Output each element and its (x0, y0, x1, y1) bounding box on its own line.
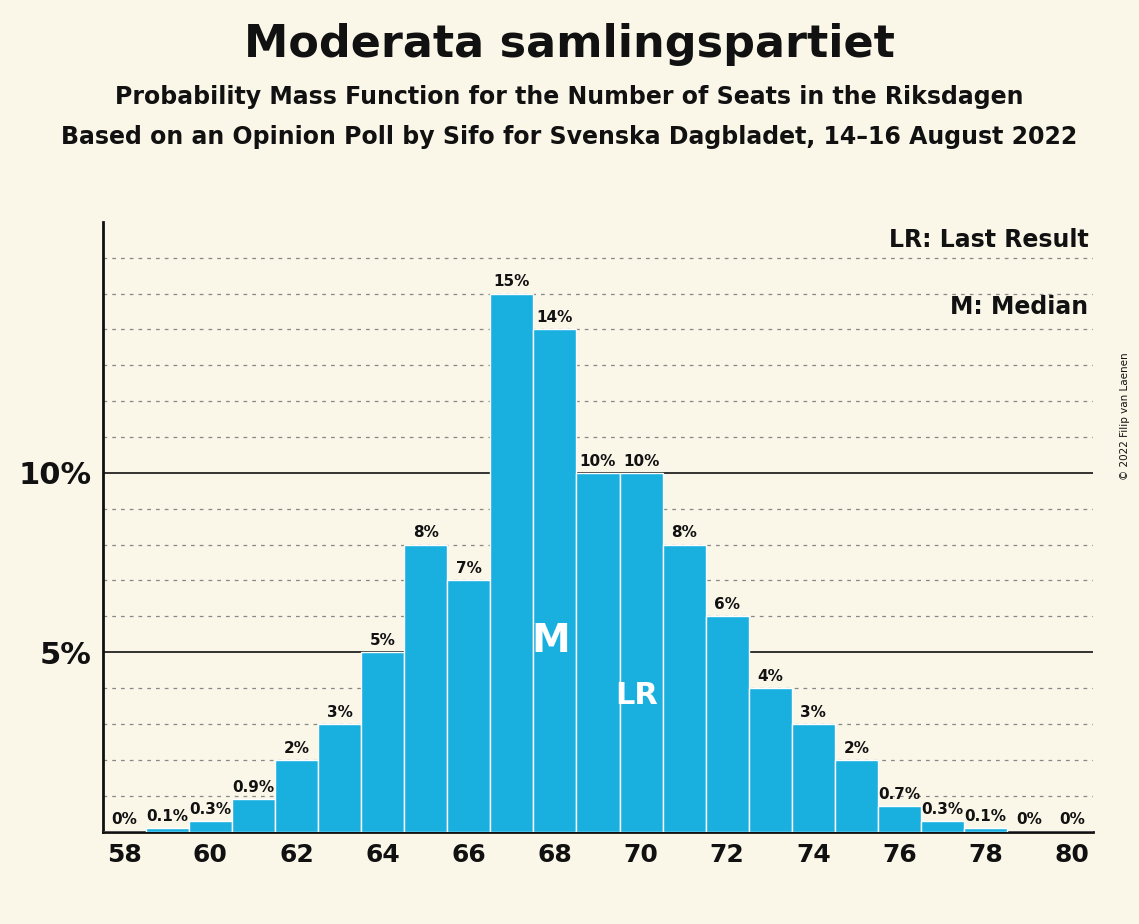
Text: 10%: 10% (580, 454, 616, 468)
Text: 15%: 15% (493, 274, 530, 289)
Bar (576, 473, 620, 832)
Text: 8%: 8% (671, 526, 697, 541)
Text: 0.3%: 0.3% (189, 801, 231, 817)
Text: M: Median: M: Median (950, 295, 1089, 319)
Text: 0.1%: 0.1% (965, 808, 1007, 823)
Bar (533, 329, 576, 832)
Text: 8%: 8% (412, 526, 439, 541)
Text: 0.7%: 0.7% (878, 787, 920, 802)
Text: 0%: 0% (1016, 812, 1042, 827)
Text: 0%: 0% (112, 812, 137, 827)
Bar (965, 828, 1007, 832)
Text: 2%: 2% (844, 740, 869, 756)
Bar (318, 724, 361, 832)
Bar (404, 544, 448, 832)
Text: 10%: 10% (623, 454, 659, 468)
Text: 0.3%: 0.3% (921, 801, 964, 817)
Text: 0.9%: 0.9% (232, 780, 274, 795)
Text: 7%: 7% (456, 561, 482, 577)
Bar (189, 821, 231, 832)
Text: M: M (531, 622, 570, 660)
Text: 5%: 5% (370, 633, 395, 648)
Bar (835, 760, 878, 832)
Bar (490, 294, 533, 832)
Text: 4%: 4% (757, 669, 784, 684)
Text: 3%: 3% (327, 705, 352, 720)
Bar (448, 580, 490, 832)
Bar (748, 688, 792, 832)
Bar (878, 807, 921, 832)
Text: LR: LR (615, 681, 658, 710)
Text: LR: Last Result: LR: Last Result (888, 228, 1089, 252)
Bar (792, 724, 835, 832)
Bar (921, 821, 965, 832)
Text: Based on an Opinion Poll by Sifo for Svenska Dagbladet, 14–16 August 2022: Based on an Opinion Poll by Sifo for Sve… (62, 125, 1077, 149)
Text: 0%: 0% (1059, 812, 1084, 827)
Bar (620, 473, 663, 832)
Bar (663, 544, 706, 832)
Text: 0.1%: 0.1% (146, 808, 188, 823)
Bar (274, 760, 318, 832)
Text: Moderata samlingspartiet: Moderata samlingspartiet (244, 23, 895, 67)
Text: © 2022 Filip van Laenen: © 2022 Filip van Laenen (1120, 352, 1130, 480)
Bar (361, 652, 404, 832)
Bar (706, 616, 748, 832)
Bar (231, 799, 274, 832)
Text: Probability Mass Function for the Number of Seats in the Riksdagen: Probability Mass Function for the Number… (115, 85, 1024, 109)
Text: 2%: 2% (284, 740, 310, 756)
Text: 3%: 3% (801, 705, 826, 720)
Bar (146, 828, 189, 832)
Text: 6%: 6% (714, 597, 740, 612)
Text: 14%: 14% (536, 310, 573, 325)
